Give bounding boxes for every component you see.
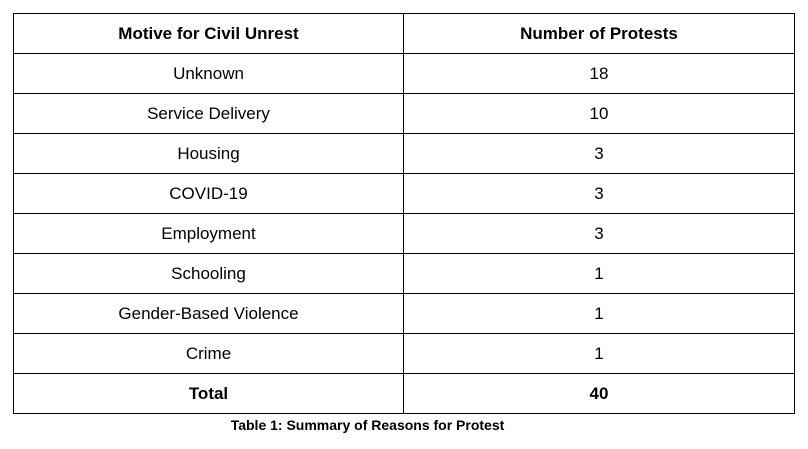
motive-cell: COVID-19 [13, 173, 404, 214]
table-header-row: Motive for Civil Unrest Number of Protes… [13, 13, 795, 54]
table-row: Schooling 1 [13, 253, 795, 294]
count-cell: 1 [403, 253, 795, 294]
motive-cell: Housing [13, 133, 404, 174]
count-cell: 10 [403, 93, 795, 134]
protest-reasons-table: Motive for Civil Unrest Number of Protes… [13, 13, 795, 414]
table-row: Employment 3 [13, 213, 795, 254]
motive-cell: Unknown [13, 53, 404, 94]
total-count-cell: 40 [403, 373, 795, 414]
column-header-motive: Motive for Civil Unrest [13, 13, 404, 54]
table-row: Housing 3 [13, 133, 795, 174]
column-header-count: Number of Protests [403, 13, 795, 54]
count-cell: 3 [403, 133, 795, 174]
count-cell: 1 [403, 333, 795, 374]
count-cell: 3 [403, 173, 795, 214]
table-caption: Table 1: Summary of Reasons for Protest [230, 417, 505, 433]
protest-reasons-table-container: Motive for Civil Unrest Number of Protes… [13, 13, 795, 414]
motive-cell: Employment [13, 213, 404, 254]
motive-cell: Gender-Based Violence [13, 293, 404, 334]
table-row: Service Delivery 10 [13, 93, 795, 134]
count-cell: 3 [403, 213, 795, 254]
table-row: COVID-19 3 [13, 173, 795, 214]
table-row: Gender-Based Violence 1 [13, 293, 795, 334]
table-row: Unknown 18 [13, 53, 795, 94]
table-row: Crime 1 [13, 333, 795, 374]
count-cell: 18 [403, 53, 795, 94]
count-cell: 1 [403, 293, 795, 334]
motive-cell: Schooling [13, 253, 404, 294]
motive-cell: Crime [13, 333, 404, 374]
total-label-cell: Total [13, 373, 404, 414]
total-row: Total 40 [13, 373, 795, 414]
motive-cell: Service Delivery [13, 93, 404, 134]
